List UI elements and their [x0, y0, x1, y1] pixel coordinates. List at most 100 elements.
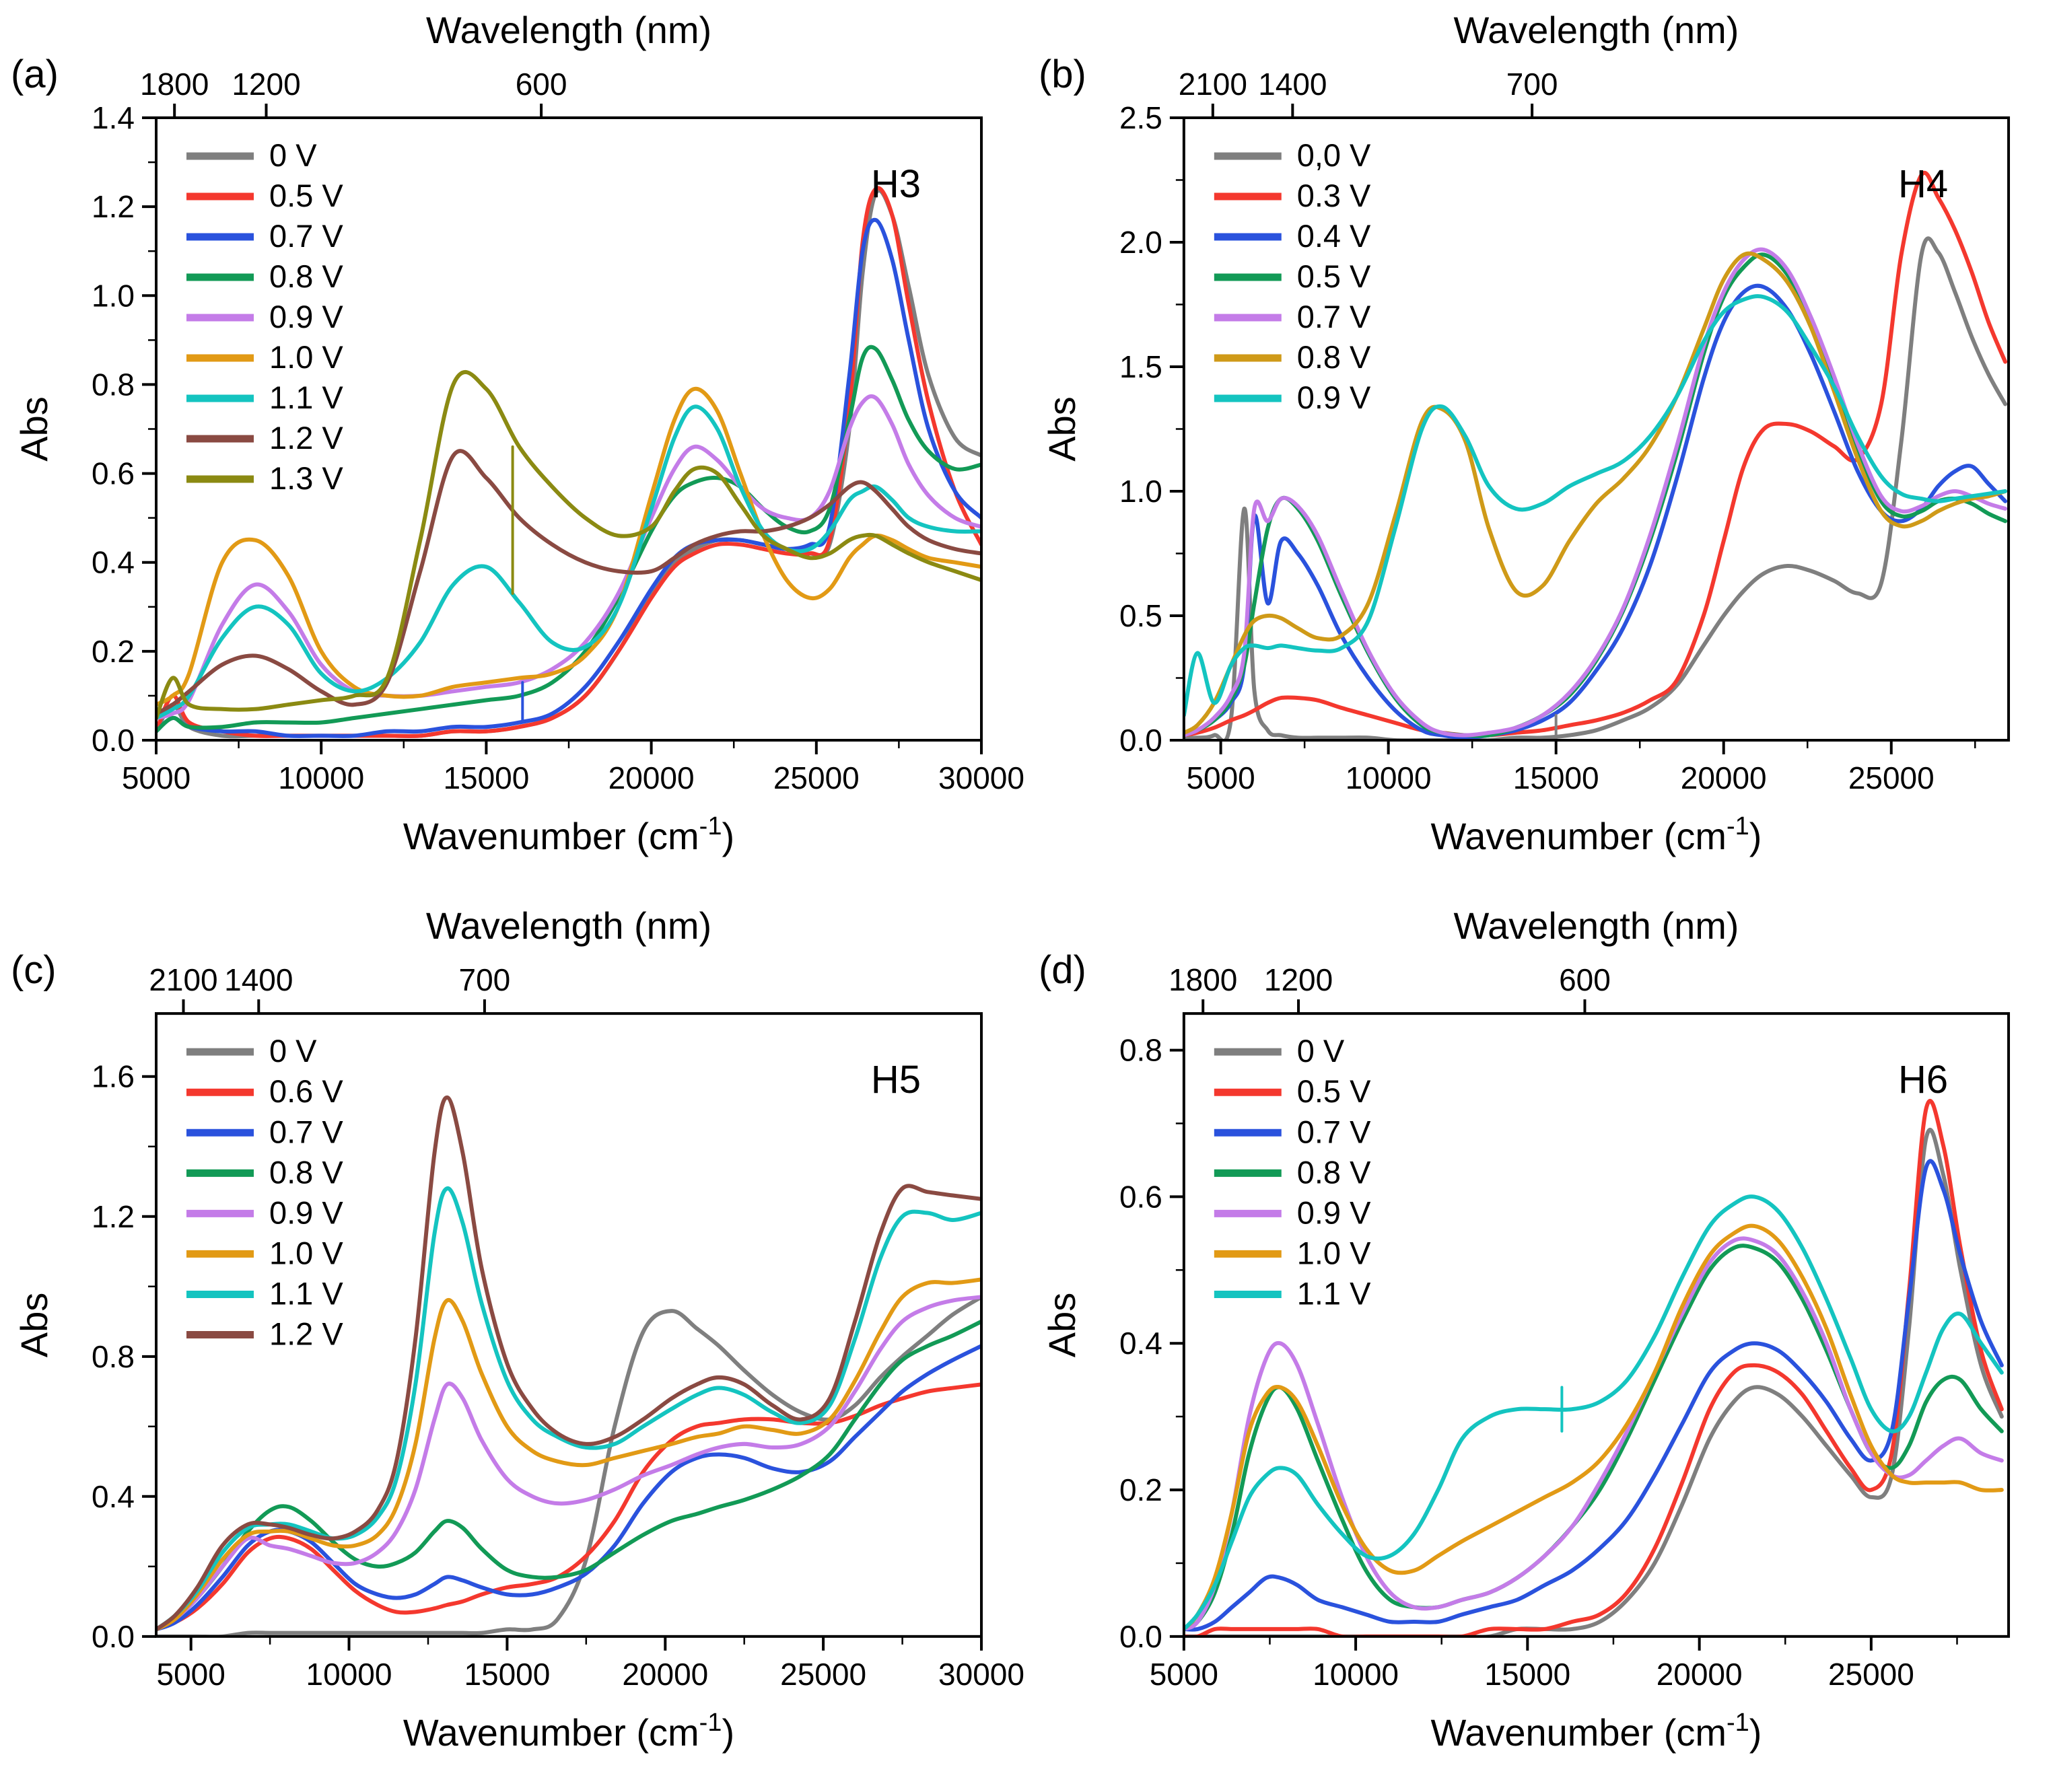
legend-label: 0.7 V: [269, 1114, 343, 1149]
legend-label: 0 V: [1297, 1033, 1345, 1069]
x-tick-label: 15000: [1513, 760, 1599, 795]
wavelength-tick-label: 600: [516, 67, 567, 102]
chart-title: H6: [1898, 1058, 1948, 1102]
wavelength-tick-label: 600: [1559, 962, 1611, 997]
legend-label: 0.4 V: [1297, 218, 1371, 254]
legend-label: 0.6 V: [269, 1073, 343, 1109]
series-1-2-v: [156, 1095, 981, 1632]
wavelength-tick-label: 2100: [149, 962, 217, 997]
legend-label: 1.2 V: [269, 420, 343, 456]
series-1-0-v: [156, 1277, 981, 1632]
x-tick-label: 5000: [157, 1657, 225, 1692]
y-tick-label: 0.5: [1119, 598, 1162, 633]
y-tick-label: 0.6: [1119, 1179, 1162, 1214]
axis-title-abs: Abs: [13, 396, 55, 462]
wavelength-tick-label: 700: [1506, 67, 1558, 102]
series-1-2-v: [156, 449, 981, 716]
x-tick-label: 20000: [1681, 760, 1767, 795]
chart-title: H5: [871, 1058, 921, 1102]
y-tick-label: 0.0: [92, 1619, 135, 1654]
plot-frame: [155, 1012, 983, 1638]
series-0-9-v: [1183, 294, 2008, 717]
spectra-chart-h3: 5000 10000 15000 20000 25000 30000 0.0 0.2 0.4 0.…: [11, 9, 1024, 857]
y-tick-label: 0.4: [92, 545, 135, 580]
axis-title-abs: Abs: [1041, 1293, 1083, 1358]
legend-label: 0.8 V: [269, 258, 343, 294]
wavelength-tick-label: 1400: [224, 962, 293, 997]
axis-title-wavenumber: Wavenumber (cm-1): [1430, 1709, 1762, 1754]
y-tick-label: 1.6: [92, 1059, 135, 1094]
y-tick-label: 0.2: [1119, 1472, 1162, 1507]
legend-label: 0.9 V: [269, 299, 343, 334]
legend-label: 0.9 V: [1297, 380, 1371, 415]
x-tick-label: 10000: [1313, 1657, 1399, 1692]
x-tick-label: 10000: [278, 760, 364, 795]
legend-label: 0.7 V: [1297, 299, 1371, 334]
panel-c: 5000 10000 15000 20000 25000 30000 0.0 0.4 0.8 1.…: [0, 896, 1028, 1792]
legend-label: 0.8 V: [1297, 1154, 1371, 1190]
axis-title-wavelength: Wavelength (nm): [426, 9, 711, 51]
y-tick-label: 0.0: [92, 723, 135, 758]
y-tick-label: 1.2: [92, 189, 135, 224]
legend-label: 1.1 V: [269, 1275, 343, 1311]
y-tick-label: 0.0: [1119, 723, 1162, 758]
y-tick-label: 0.4: [1119, 1326, 1162, 1361]
y-tick-label: 2.5: [1119, 100, 1162, 135]
plot-area: [1183, 118, 2009, 740]
series-0-3-v: [1183, 171, 2008, 738]
x-tick-label: 30000: [938, 1657, 1024, 1692]
y-tick-label: 0.0: [1119, 1619, 1162, 1654]
series-0-8-v: [1183, 251, 2008, 735]
spectra-chart-h5: 5000 10000 15000 20000 25000 30000 0.0 0.4 0.8 1.…: [11, 904, 1024, 1754]
chart-title: H3: [871, 162, 921, 206]
legend-label: 0 V: [269, 137, 317, 173]
axis-title-wavelength: Wavelength (nm): [1453, 9, 1739, 51]
wavelength-tick-label: 2100: [1179, 67, 1247, 102]
y-tick-label: 0.8: [92, 367, 135, 402]
y-tick-label: 0.2: [92, 634, 135, 669]
legend-label: 0.8 V: [269, 1154, 343, 1190]
x-tick-label: 5000: [1150, 1657, 1218, 1692]
plot-frame: [155, 116, 983, 742]
series-0-9-v: [156, 1295, 981, 1632]
legend-label: 0.5 V: [1297, 1073, 1371, 1109]
legend-label: 0.9 V: [269, 1194, 343, 1230]
legend-label: 0.9 V: [1297, 1194, 1371, 1230]
plot-area: [1183, 1013, 2009, 1637]
axis-title-abs: Abs: [1041, 396, 1083, 461]
legend-label: 1.3 V: [269, 460, 343, 496]
panel-d: 5000 10000 15000 20000 25000 0.0 0.2 0.4 0.6 0.8 1…: [1028, 896, 2055, 1792]
x-tick-label: 5000: [122, 760, 190, 795]
series-0-6-v: [156, 1382, 981, 1632]
axis-title-wavelength: Wavelength (nm): [426, 904, 711, 947]
y-tick-label: 1.4: [92, 100, 135, 135]
x-tick-label: 30000: [938, 760, 1024, 795]
panel-a: 5000 10000 15000 20000 25000 30000 0.0 0.2 0.4 0.…: [0, 0, 1028, 896]
series-1-1-v: [156, 404, 981, 720]
spectra-chart-h4: 5000 10000 15000 20000 25000 0.0 0.5 1.0 1.5 2.0 2…: [1039, 9, 2011, 857]
series-1-0-v: [1183, 1223, 2004, 1631]
x-tick-label: 25000: [780, 1657, 866, 1692]
wavelength-tick-label: 700: [459, 962, 511, 997]
y-tick-label: 1.0: [92, 278, 135, 313]
y-tick-label: 2.0: [1119, 225, 1162, 260]
x-tick-label: 15000: [464, 1657, 550, 1692]
y-tick-label: 1.2: [92, 1199, 135, 1234]
y-tick-label: 1.5: [1119, 349, 1162, 384]
x-tick-label: 15000: [443, 760, 529, 795]
legend-label: 1.0 V: [269, 1235, 343, 1270]
spectra-chart-h6: 5000 10000 15000 20000 25000 0.0 0.2 0.4 0.6 0.8 1…: [1039, 904, 2011, 1754]
y-tick-label: 0.8: [92, 1339, 135, 1374]
legend-label: 0.5 V: [269, 178, 343, 213]
legend-label: 0.8 V: [1297, 339, 1371, 375]
plot-frame: [1182, 116, 2011, 742]
x-tick-label: 15000: [1484, 1657, 1570, 1692]
x-tick-label: 25000: [1828, 1657, 1914, 1692]
series-0-8-v: [156, 345, 981, 733]
panel-tag: (a): [11, 52, 59, 96]
legend-label: 0.7 V: [1297, 1114, 1371, 1149]
series-0-0-v: [1183, 236, 2008, 740]
series-0-9-v: [1183, 1236, 2004, 1631]
panel-b: 5000 10000 15000 20000 25000 0.0 0.5 1.0 1.5 2.0 2…: [1028, 0, 2055, 896]
panel-tag: (c): [11, 948, 57, 992]
